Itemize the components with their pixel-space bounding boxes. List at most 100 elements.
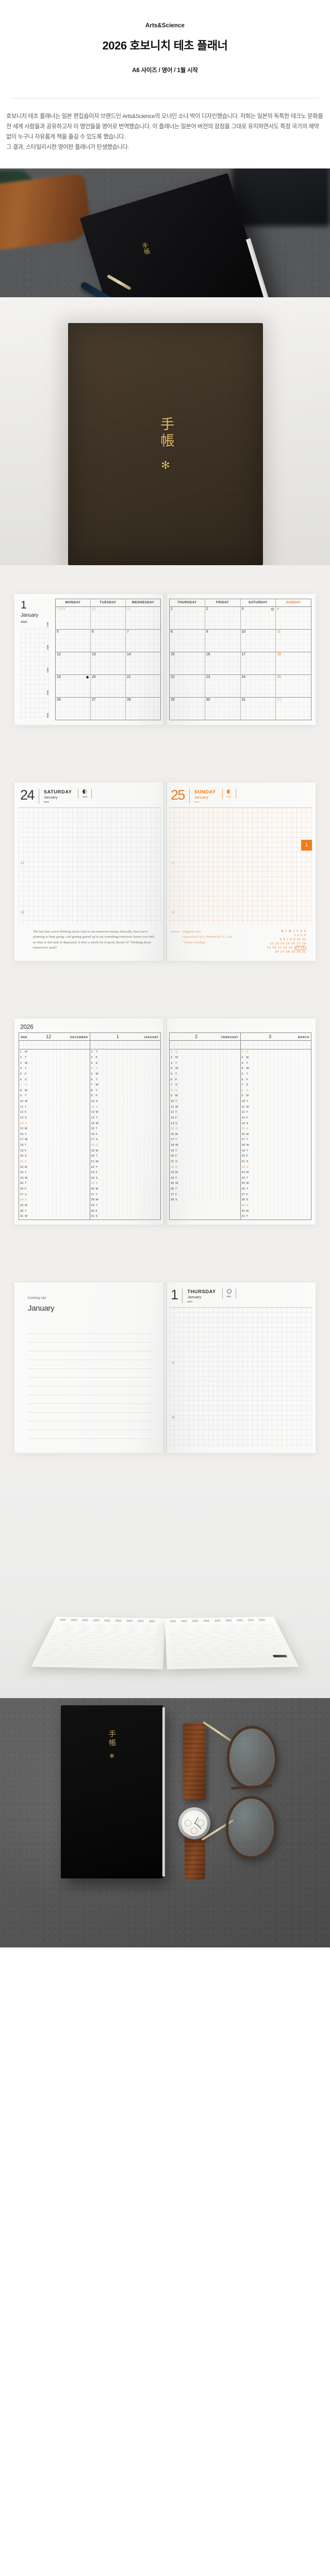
year-day-row[interactable]: 15 M	[19, 1126, 90, 1132]
year-day-row[interactable]: 15 S	[170, 1126, 240, 1132]
year-day-row[interactable]: 16 F	[90, 1132, 161, 1138]
year-day-row[interactable]: 17 S	[90, 1137, 161, 1143]
year-day-row[interactable]: 17 W	[19, 1137, 90, 1143]
year-day-row[interactable]: 20 F	[170, 1154, 240, 1159]
year-day-row[interactable]: 16 M	[241, 1132, 311, 1138]
memo-write-line[interactable]	[28, 1386, 152, 1395]
year-day-row[interactable]: 15 T	[90, 1126, 161, 1132]
year-day-row[interactable]: 24 W	[19, 1176, 90, 1181]
year-day-row[interactable]: 12 F	[19, 1110, 90, 1115]
year-day-row[interactable]: 19 F	[19, 1148, 90, 1154]
year-day-row[interactable]: 31 T	[241, 1214, 311, 1219]
year-day-row[interactable]: 21 W	[90, 1159, 161, 1165]
year-day-row[interactable]: 25 W	[241, 1181, 311, 1187]
year-day-row[interactable]: 27 T	[90, 1192, 161, 1198]
calendar-day-cell[interactable]: 12/29	[56, 606, 91, 629]
calendar-day-cell[interactable]: 3	[240, 606, 276, 629]
year-day-row[interactable]: 18 W	[170, 1143, 240, 1148]
calendar-day-cell[interactable]: 16	[205, 652, 241, 674]
calendar-day-cell[interactable]: 13	[91, 652, 126, 674]
year-day-row[interactable]: 14 W	[90, 1121, 161, 1127]
calendar-day-cell[interactable]: 31	[126, 606, 160, 629]
year-day-row[interactable]: 29 S	[241, 1203, 311, 1209]
year-day-row[interactable]: 24 S	[90, 1176, 161, 1181]
year-day-row[interactable]: 22 S	[241, 1165, 311, 1171]
year-day-row[interactable]: 14 S	[241, 1121, 311, 1127]
calendar-day-cell[interactable]: 20	[91, 674, 126, 697]
year-day-row[interactable]: 13 F	[241, 1115, 311, 1121]
year-day-row[interactable]: 29 T	[90, 1203, 161, 1209]
year-day-row[interactable]: 13 F	[170, 1115, 240, 1121]
memo-write-line[interactable]	[28, 1404, 152, 1413]
calendar-day-cell[interactable]: 30	[91, 606, 126, 629]
year-day-row[interactable]: 18 W	[241, 1143, 311, 1148]
year-day-row[interactable]: 26 M	[90, 1187, 161, 1192]
year-day-row[interactable]: 11 W	[241, 1105, 311, 1110]
year-day-row[interactable]: 12 T	[241, 1110, 311, 1115]
calendar-day-cell[interactable]: 12	[56, 652, 91, 674]
year-day-row[interactable]: 11 T	[19, 1105, 90, 1110]
calendar-day-cell[interactable]: 11	[276, 629, 311, 652]
year-day-row[interactable]: 11 W	[170, 1105, 240, 1110]
year-day-row[interactable]: 25 W	[170, 1181, 240, 1187]
calendar-day-cell[interactable]: 23	[205, 674, 241, 697]
year-day-row[interactable]: 28 S	[241, 1197, 311, 1203]
year-day-row[interactable]: 26 T	[170, 1187, 240, 1192]
calendar-day-cell[interactable]: 27	[91, 697, 126, 720]
year-day-row[interactable]: 27 F	[170, 1192, 240, 1198]
calendar-day-cell[interactable]: 17	[240, 652, 276, 674]
memo-write-line[interactable]	[28, 1369, 152, 1378]
year-day-row[interactable]: 22 S	[170, 1165, 240, 1171]
calendar-day-cell[interactable]: 9	[205, 629, 241, 652]
calendar-day-cell[interactable]: 19	[56, 674, 91, 697]
calendar-day-cell[interactable]: 15	[170, 652, 205, 674]
calendar-day-cell[interactable]: 1	[170, 606, 205, 629]
year-day-row[interactable]: 14 S	[170, 1121, 240, 1127]
year-day-row[interactable]: 17 T	[170, 1137, 240, 1143]
year-day-row[interactable]: 22 M	[19, 1165, 90, 1171]
year-day-row[interactable]: 19 T	[241, 1148, 311, 1154]
calendar-day-cell[interactable]: 21	[126, 674, 160, 697]
year-day-row[interactable]: 10 T	[241, 1099, 311, 1105]
year-day-row[interactable]: 18 T	[19, 1143, 90, 1148]
memo-write-line[interactable]	[28, 1325, 152, 1334]
year-day-row[interactable]: 19 M	[90, 1148, 161, 1154]
year-day-row[interactable]: 26 T	[241, 1187, 311, 1192]
year-day-row[interactable]: 21 S	[19, 1159, 90, 1165]
memo-write-line[interactable]	[28, 1430, 152, 1439]
year-day-row[interactable]: 16 T	[19, 1132, 90, 1138]
calendar-day-cell[interactable]: 31	[240, 697, 276, 720]
calendar-day-cell[interactable]: 14	[126, 652, 160, 674]
month-index-tab[interactable]: 1	[301, 840, 312, 851]
memo-write-line[interactable]	[28, 1421, 152, 1430]
year-day-row[interactable]: 24 T	[170, 1176, 240, 1181]
year-day-row[interactable]: 31 W	[19, 1214, 90, 1219]
calendar-day-cell[interactable]: 22	[170, 674, 205, 697]
year-day-row[interactable]: 21 S	[241, 1159, 311, 1165]
year-day-row[interactable]: 30 T	[19, 1209, 90, 1214]
calendar-day-cell[interactable]: 26	[56, 697, 91, 720]
year-day-row[interactable]: 18 S	[90, 1143, 161, 1148]
year-day-row[interactable]: 30 F	[90, 1209, 161, 1214]
